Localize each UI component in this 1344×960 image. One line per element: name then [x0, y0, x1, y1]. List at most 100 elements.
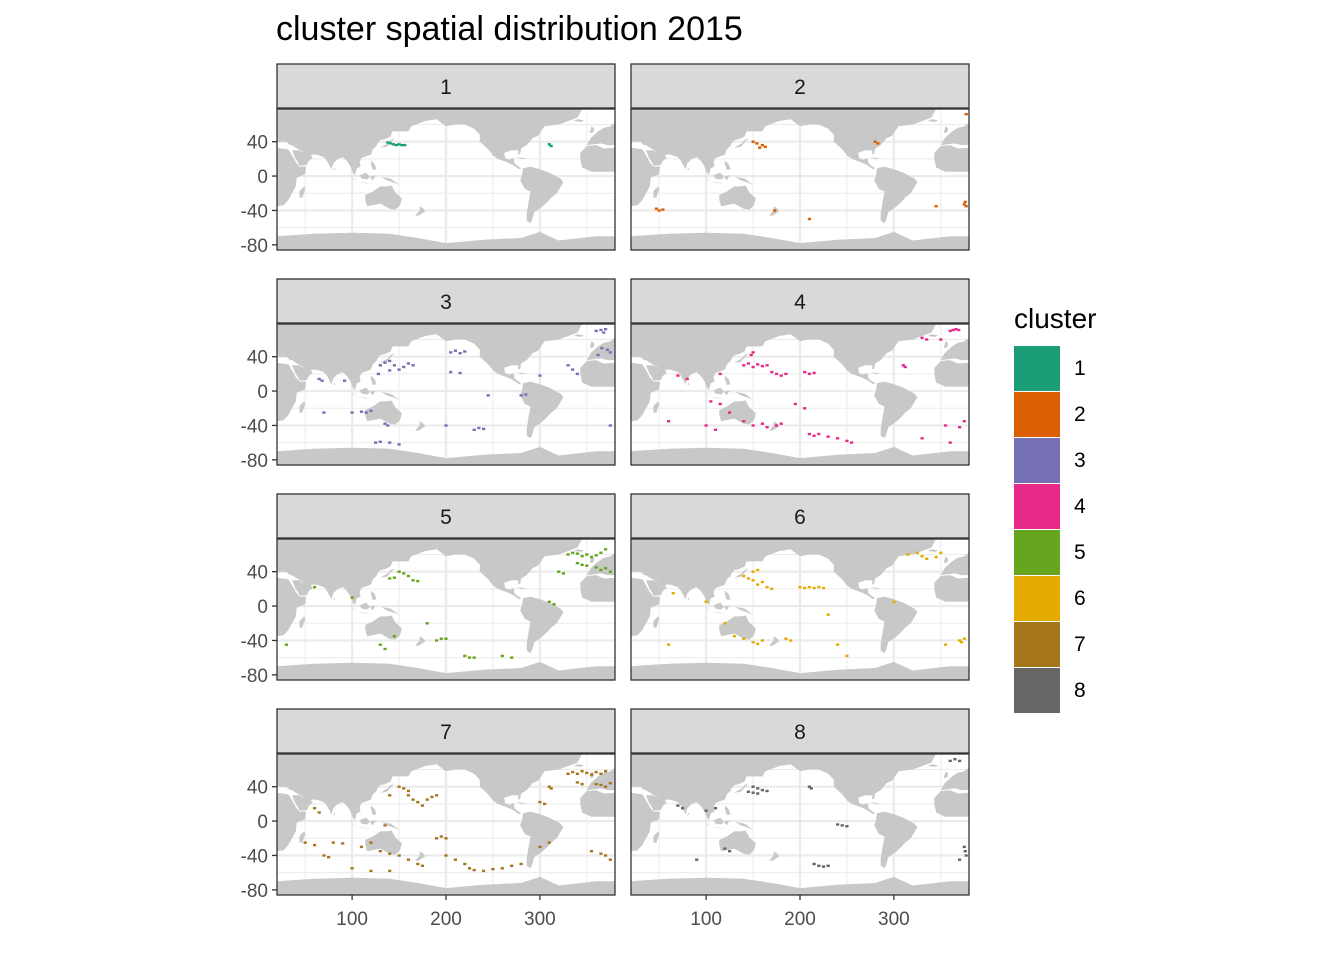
data-point	[374, 441, 378, 444]
data-point	[751, 579, 755, 582]
land-polygon	[436, 324, 578, 385]
data-point	[963, 850, 967, 853]
legend-rows: 1 2 3 4 5 6 7 8	[1014, 346, 1134, 714]
land-polygon	[369, 820, 376, 826]
x-tick-label: 300	[524, 909, 556, 930]
facet-strip	[630, 708, 970, 754]
data-point	[920, 555, 924, 558]
data-point	[547, 841, 551, 844]
land-polygon	[277, 754, 437, 821]
data-point	[728, 850, 732, 853]
data-point	[925, 338, 929, 341]
data-point	[500, 654, 504, 658]
panel-content	[277, 324, 615, 465]
land-polygon	[653, 616, 660, 628]
land-polygon	[277, 577, 307, 637]
land-polygon	[940, 552, 969, 576]
data-point	[444, 424, 448, 427]
land-polygon	[520, 381, 564, 439]
data-point	[425, 622, 429, 625]
panel-border	[630, 323, 970, 466]
land-polygon	[359, 172, 370, 180]
land-polygon	[631, 109, 791, 176]
facet-panel-2: 2	[630, 63, 970, 251]
data-point	[756, 568, 760, 572]
land-polygon	[520, 596, 564, 654]
data-point	[934, 555, 938, 559]
data-point	[821, 865, 826, 868]
land-polygon	[631, 324, 791, 391]
land-polygon	[893, 754, 937, 770]
data-point	[557, 570, 561, 573]
land-polygon	[631, 539, 791, 606]
land-polygon	[719, 185, 756, 210]
y-tick-label: -40	[241, 201, 268, 222]
data-point	[962, 203, 966, 206]
data-point	[713, 807, 718, 810]
data-point	[402, 787, 406, 790]
land-polygon	[687, 812, 690, 816]
land-polygon	[653, 186, 660, 198]
land-polygon	[790, 324, 932, 385]
data-point	[959, 641, 964, 644]
data-point	[388, 359, 392, 363]
data-point	[394, 143, 398, 147]
data-point	[388, 794, 392, 797]
land-polygon	[370, 375, 377, 385]
land-polygon	[573, 119, 584, 122]
data-point	[580, 555, 584, 558]
data-point	[760, 639, 764, 642]
data-point	[812, 586, 816, 590]
land-polygon	[277, 324, 437, 391]
data-point	[599, 783, 603, 787]
x-tick-label: 200	[784, 909, 816, 930]
data-point	[327, 856, 331, 859]
land-polygon	[356, 612, 371, 614]
land-polygon	[369, 175, 376, 181]
y-tick-label: 40	[247, 348, 268, 369]
land-polygon	[874, 166, 918, 224]
land-polygon	[631, 147, 661, 207]
data-point	[604, 328, 608, 331]
data-point	[604, 785, 608, 788]
data-point	[756, 792, 760, 795]
data-point	[713, 428, 718, 431]
data-point	[449, 370, 453, 374]
data-point	[807, 432, 811, 436]
data-point	[667, 643, 671, 646]
data-point	[519, 394, 523, 397]
data-point	[821, 586, 826, 590]
data-point	[406, 789, 410, 793]
y-tick-label: 40	[247, 133, 268, 154]
land-polygon	[277, 539, 437, 606]
panel-border	[276, 538, 616, 681]
data-point	[397, 368, 401, 371]
legend-item-6: 6	[1014, 576, 1134, 622]
data-point	[378, 440, 382, 443]
land-polygon	[381, 606, 400, 615]
data-point	[608, 424, 612, 427]
land-polygon	[927, 334, 938, 337]
panel-content	[631, 109, 969, 250]
data-point	[812, 371, 816, 375]
data-point	[770, 370, 774, 374]
land-polygon	[631, 661, 969, 680]
data-point	[751, 791, 755, 794]
data-point	[406, 794, 410, 797]
data-point	[723, 622, 727, 625]
data-point	[364, 411, 368, 414]
data-point	[763, 145, 767, 148]
y-tick-label: 40	[247, 778, 268, 799]
data-point	[538, 800, 542, 804]
land-polygon	[586, 122, 615, 146]
panel-border	[276, 108, 616, 251]
land-polygon	[586, 552, 615, 576]
data-point	[809, 787, 813, 790]
data-point	[746, 790, 750, 793]
data-point	[760, 788, 764, 792]
data-point	[400, 143, 404, 147]
land-polygon	[370, 160, 377, 170]
y-tick-label: -80	[241, 236, 268, 257]
facet-strip	[630, 63, 970, 109]
data-point	[958, 858, 962, 861]
